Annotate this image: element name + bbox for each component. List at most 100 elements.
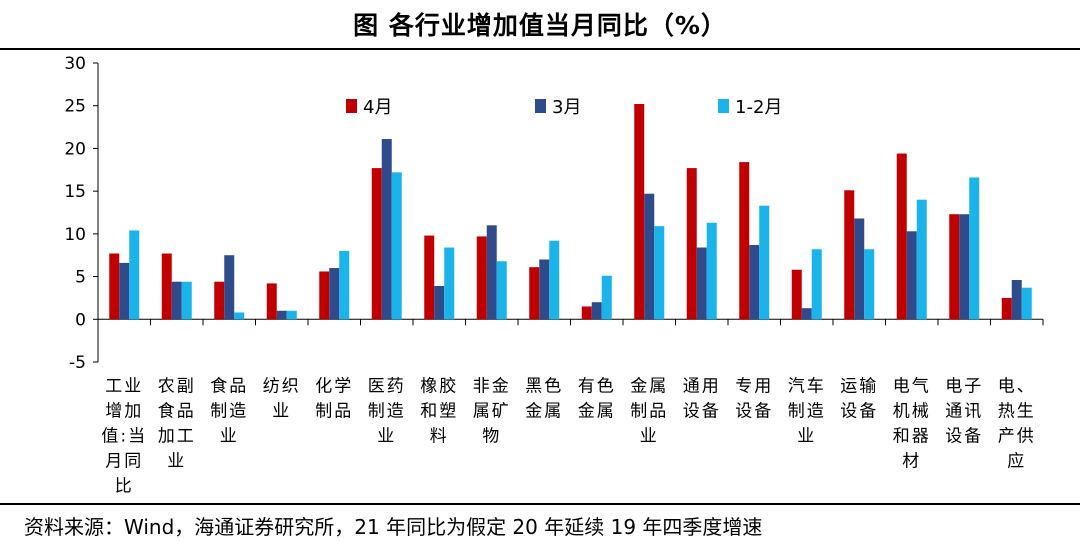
bar xyxy=(529,267,540,320)
bar xyxy=(601,275,612,320)
chart-title: 图 各行业增加值当月同比（%） xyxy=(353,11,727,40)
bar xyxy=(654,226,665,320)
x-tick-label: 机械 xyxy=(893,401,931,421)
x-tick-label: 业 xyxy=(640,426,659,446)
x-tick-label: 设备 xyxy=(683,401,721,421)
x-tick-label: 农副 xyxy=(158,376,196,396)
bar xyxy=(171,281,182,320)
bar xyxy=(286,310,297,320)
bar xyxy=(539,259,550,320)
x-tick-label: 材 xyxy=(902,451,921,471)
bar xyxy=(906,231,917,320)
bar xyxy=(476,236,487,320)
bar xyxy=(896,153,907,320)
bar xyxy=(391,172,402,320)
bar xyxy=(381,139,392,320)
chart-area: -5 0 5 10 15 20 25 30 工业 增加 值:当 月同比农副 食品 加工业食品 制造业纺织业化… xyxy=(0,50,1080,502)
legend-label: 1-2月 xyxy=(735,97,782,118)
bar xyxy=(276,310,287,320)
x-tick-label: 月同 xyxy=(105,451,143,471)
x-tick-label: 食品 xyxy=(158,401,196,421)
bar xyxy=(424,235,435,320)
x-tick-label: 制造 xyxy=(788,401,826,421)
x-tick-label: 物 xyxy=(482,426,501,446)
bar-chart: -5051015202530工业增加值:当月同比农副食品加工业食品制造业纺织业化… xyxy=(64,54,1044,496)
x-tick-label: 和塑 xyxy=(420,401,458,421)
x-tick-label: 电、 xyxy=(998,376,1036,396)
bar xyxy=(916,199,927,320)
y-tick-label: 0 xyxy=(75,310,86,330)
x-tick-label: 化学 xyxy=(315,376,353,396)
bar xyxy=(581,306,592,320)
bar xyxy=(549,240,560,320)
x-tick-label: 通用 xyxy=(683,376,721,396)
bar xyxy=(759,205,770,320)
bar xyxy=(181,281,192,320)
legend-swatch xyxy=(535,99,546,113)
y-tick-label: -5 xyxy=(69,353,86,373)
bar xyxy=(1011,279,1022,320)
x-tick-label: 业 xyxy=(220,426,239,446)
bar xyxy=(1021,287,1032,320)
bar xyxy=(591,302,602,320)
x-tick-label: 热生 xyxy=(998,401,1036,421)
x-tick-label: 设备 xyxy=(840,401,878,421)
bar xyxy=(214,281,225,320)
x-tick-label: 通讯 xyxy=(945,401,983,421)
x-tick-label: 专用 xyxy=(735,376,773,396)
x-tick-label: 值:当 xyxy=(101,426,147,446)
x-tick-label: 医药 xyxy=(368,376,406,396)
y-tick-label: 15 xyxy=(64,182,86,202)
bar xyxy=(801,308,812,320)
x-tick-label: 增加 xyxy=(105,401,143,421)
y-tick-label: 10 xyxy=(64,225,86,245)
legend-swatch xyxy=(718,99,729,113)
x-tick-label: 应 xyxy=(1007,451,1026,471)
bar xyxy=(854,218,865,320)
x-tick-label: 汽车 xyxy=(788,376,826,396)
x-tick-label: 食品 xyxy=(210,376,248,396)
bar xyxy=(811,249,822,320)
y-tick-label: 20 xyxy=(64,139,86,159)
bar xyxy=(129,230,140,320)
legend-label: 4月 xyxy=(363,97,392,118)
x-tick-label: 业 xyxy=(272,401,291,421)
x-tick-label: 业 xyxy=(377,426,396,446)
bar xyxy=(434,285,445,320)
x-tick-label: 非金 xyxy=(473,376,511,396)
x-tick-label: 比 xyxy=(115,476,134,496)
x-tick-label: 工业 xyxy=(105,376,143,396)
x-tick-label: 制品 xyxy=(315,401,353,421)
x-tick-label: 制品 xyxy=(630,401,668,421)
y-tick-label: 5 xyxy=(75,268,86,288)
bar xyxy=(234,312,245,320)
x-tick-label: 设备 xyxy=(735,401,773,421)
x-tick-label: 电子 xyxy=(945,376,983,396)
bar xyxy=(644,193,655,320)
x-tick-label: 产供 xyxy=(998,426,1036,446)
bar xyxy=(791,269,802,320)
x-tick-label: 加工 xyxy=(158,426,196,446)
bar xyxy=(949,214,960,320)
x-tick-label: 制造 xyxy=(210,401,248,421)
x-tick-label: 金属 xyxy=(630,376,668,396)
bar xyxy=(696,247,707,320)
x-tick-label: 橡胶 xyxy=(420,376,458,396)
x-tick-label: 业 xyxy=(797,426,816,446)
bar xyxy=(266,283,277,320)
x-tick-label: 设备 xyxy=(945,426,983,446)
bar xyxy=(844,190,855,320)
bar xyxy=(339,250,350,320)
bar xyxy=(109,253,120,320)
x-tick-label: 制造 xyxy=(368,401,406,421)
x-tick-label: 有色 xyxy=(578,376,616,396)
x-tick-label: 黑色 xyxy=(525,376,563,396)
bar xyxy=(959,214,970,320)
x-tick-label: 电气 xyxy=(893,376,931,396)
bar xyxy=(739,162,750,320)
legend-swatch xyxy=(346,99,357,113)
bar xyxy=(749,244,760,320)
bar xyxy=(1001,297,1012,320)
x-tick-label: 运输 xyxy=(840,376,878,396)
x-tick-label: 属矿 xyxy=(473,401,511,421)
